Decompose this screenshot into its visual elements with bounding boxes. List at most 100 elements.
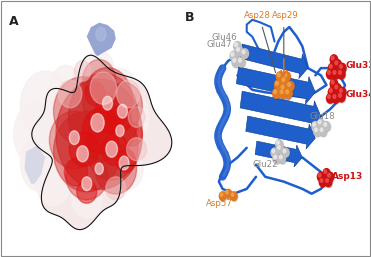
- Circle shape: [317, 119, 324, 128]
- Circle shape: [225, 189, 232, 198]
- Ellipse shape: [101, 133, 127, 165]
- Circle shape: [236, 46, 243, 56]
- Circle shape: [91, 114, 104, 132]
- Circle shape: [279, 155, 286, 164]
- Circle shape: [280, 90, 288, 99]
- Circle shape: [320, 179, 323, 182]
- Ellipse shape: [106, 82, 142, 128]
- Circle shape: [278, 73, 280, 77]
- Circle shape: [335, 61, 342, 70]
- Circle shape: [285, 89, 292, 98]
- Text: Glu18: Glu18: [310, 112, 336, 121]
- Circle shape: [328, 87, 336, 97]
- Circle shape: [335, 85, 338, 89]
- Text: Glu46: Glu46: [211, 33, 237, 42]
- Circle shape: [235, 43, 237, 47]
- Ellipse shape: [85, 82, 105, 105]
- Circle shape: [315, 128, 321, 137]
- Circle shape: [332, 94, 339, 103]
- Circle shape: [242, 50, 249, 59]
- Circle shape: [338, 69, 345, 79]
- Circle shape: [318, 120, 325, 129]
- Circle shape: [77, 146, 88, 162]
- Circle shape: [280, 84, 288, 94]
- Circle shape: [280, 90, 283, 94]
- Circle shape: [319, 127, 326, 136]
- Polygon shape: [240, 91, 321, 128]
- Text: Asp29: Asp29: [272, 11, 299, 20]
- Circle shape: [49, 65, 83, 111]
- Circle shape: [273, 155, 281, 164]
- Circle shape: [239, 59, 241, 62]
- Circle shape: [231, 52, 238, 62]
- Polygon shape: [87, 23, 116, 56]
- Circle shape: [276, 72, 284, 81]
- Polygon shape: [240, 44, 308, 79]
- Circle shape: [333, 95, 336, 98]
- Ellipse shape: [223, 95, 229, 108]
- Circle shape: [271, 148, 278, 157]
- Circle shape: [333, 94, 340, 104]
- Ellipse shape: [69, 73, 138, 161]
- Circle shape: [279, 89, 287, 98]
- Circle shape: [277, 144, 284, 154]
- Ellipse shape: [128, 107, 145, 127]
- Circle shape: [323, 122, 330, 131]
- Circle shape: [339, 88, 347, 98]
- Circle shape: [328, 95, 330, 98]
- Ellipse shape: [69, 132, 99, 167]
- Circle shape: [273, 90, 281, 99]
- Circle shape: [339, 65, 342, 68]
- Circle shape: [329, 89, 332, 93]
- Circle shape: [330, 55, 338, 65]
- Circle shape: [331, 56, 334, 60]
- Ellipse shape: [83, 59, 116, 101]
- Text: Asp28: Asp28: [244, 11, 271, 20]
- Circle shape: [276, 81, 278, 85]
- Circle shape: [69, 131, 79, 145]
- Circle shape: [338, 93, 346, 103]
- Circle shape: [276, 141, 283, 150]
- Circle shape: [328, 173, 335, 182]
- Circle shape: [331, 80, 338, 90]
- Circle shape: [35, 155, 72, 206]
- Ellipse shape: [116, 149, 136, 172]
- Circle shape: [324, 123, 326, 126]
- Ellipse shape: [217, 137, 222, 150]
- Circle shape: [238, 58, 246, 68]
- Circle shape: [325, 178, 332, 187]
- Ellipse shape: [106, 177, 126, 200]
- Circle shape: [288, 83, 290, 86]
- Circle shape: [234, 42, 241, 51]
- Ellipse shape: [85, 111, 138, 180]
- Polygon shape: [32, 55, 172, 230]
- Circle shape: [236, 47, 244, 57]
- Text: Glu33: Glu33: [346, 61, 371, 70]
- Circle shape: [339, 94, 341, 97]
- Ellipse shape: [56, 79, 142, 189]
- Circle shape: [102, 96, 112, 110]
- Circle shape: [220, 193, 223, 196]
- Polygon shape: [255, 141, 302, 167]
- Circle shape: [106, 141, 118, 157]
- Text: Glu47: Glu47: [206, 40, 232, 49]
- Circle shape: [286, 90, 293, 99]
- Circle shape: [329, 65, 332, 68]
- Ellipse shape: [83, 68, 132, 132]
- Circle shape: [231, 193, 238, 201]
- Circle shape: [319, 178, 326, 187]
- Circle shape: [281, 85, 288, 94]
- Circle shape: [339, 87, 346, 97]
- Circle shape: [118, 104, 127, 118]
- Polygon shape: [24, 146, 45, 184]
- Ellipse shape: [49, 111, 99, 169]
- Circle shape: [312, 122, 319, 132]
- Circle shape: [333, 70, 340, 80]
- Circle shape: [272, 149, 275, 153]
- Ellipse shape: [217, 67, 223, 80]
- Circle shape: [234, 42, 242, 52]
- Circle shape: [320, 128, 323, 132]
- Circle shape: [283, 149, 286, 153]
- Ellipse shape: [83, 108, 119, 154]
- Text: Asp13: Asp13: [332, 172, 363, 181]
